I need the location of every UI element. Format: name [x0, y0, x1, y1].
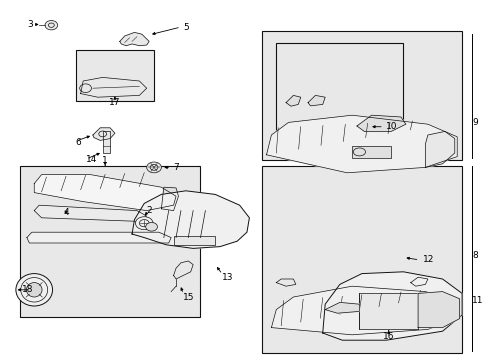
Text: 11: 11	[471, 296, 483, 305]
Text: 9: 9	[471, 118, 477, 127]
Polygon shape	[173, 261, 193, 279]
Text: 5: 5	[183, 22, 189, 31]
Polygon shape	[34, 175, 176, 211]
Text: 15: 15	[182, 292, 194, 302]
Text: 16: 16	[382, 332, 394, 341]
Polygon shape	[271, 286, 456, 335]
Polygon shape	[27, 232, 171, 243]
Text: 3: 3	[27, 20, 33, 29]
Text: 2: 2	[146, 206, 152, 215]
Bar	[351, 146, 390, 158]
Bar	[276, 43, 403, 137]
Polygon shape	[161, 187, 178, 211]
Text: 13: 13	[221, 273, 233, 282]
Polygon shape	[356, 115, 405, 131]
Bar	[261, 166, 461, 353]
Bar	[359, 293, 417, 329]
Bar	[20, 166, 200, 317]
Text: 7: 7	[173, 163, 179, 172]
Polygon shape	[34, 205, 146, 221]
Polygon shape	[417, 292, 459, 328]
Text: 10: 10	[386, 122, 397, 131]
Polygon shape	[81, 77, 146, 97]
Ellipse shape	[26, 283, 42, 297]
Bar	[102, 131, 110, 153]
Text: 4: 4	[63, 208, 69, 217]
Bar	[261, 31, 461, 160]
Circle shape	[146, 162, 161, 173]
Circle shape	[135, 217, 153, 230]
Polygon shape	[410, 277, 427, 286]
Polygon shape	[307, 95, 325, 106]
Bar	[173, 236, 215, 245]
Circle shape	[45, 21, 58, 30]
Polygon shape	[93, 128, 115, 140]
Polygon shape	[285, 95, 300, 106]
Bar	[76, 50, 154, 101]
Polygon shape	[132, 191, 249, 248]
Text: 17: 17	[109, 98, 121, 107]
Text: 1: 1	[102, 156, 108, 165]
Text: 8: 8	[471, 251, 477, 260]
Circle shape	[145, 222, 157, 231]
Polygon shape	[322, 272, 461, 340]
Text: 18: 18	[22, 285, 34, 294]
Polygon shape	[120, 32, 149, 46]
Text: 14: 14	[85, 154, 97, 163]
Ellipse shape	[16, 274, 53, 306]
Polygon shape	[325, 302, 359, 313]
Text: 6: 6	[76, 138, 81, 147]
Polygon shape	[266, 115, 456, 173]
Polygon shape	[425, 131, 454, 167]
Polygon shape	[276, 279, 295, 286]
Text: 12: 12	[422, 256, 433, 264]
